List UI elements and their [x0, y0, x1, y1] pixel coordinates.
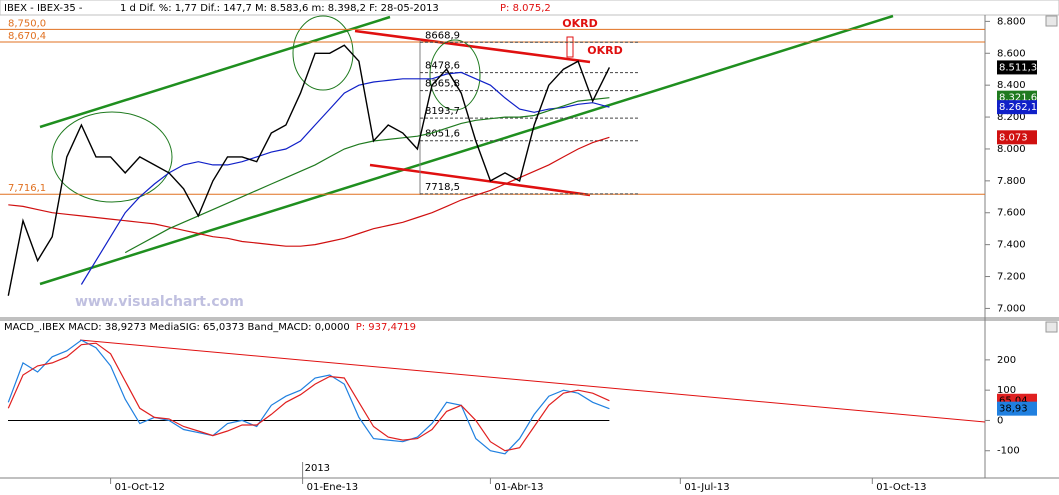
panel-title: MACD_.IBEX MACD: 38,9273 MediaSIG: 65,03…	[4, 322, 350, 333]
x-tick-label: 01-Jul-13	[684, 482, 729, 493]
value-label: 8.073	[999, 132, 1028, 143]
trendline	[79, 339, 986, 423]
series-line	[124, 97, 610, 254]
y-tick-label: 100	[997, 385, 1016, 396]
panel-title-extra: P: 937,4719	[356, 322, 416, 333]
y-tick-label: 7.600	[997, 208, 1026, 219]
annotation-label: OKRD	[562, 17, 597, 30]
trendline	[369, 163, 591, 197]
x-tick-label: 01-Oct-13	[876, 482, 926, 493]
highlight-box	[566, 36, 574, 58]
y-tick-label: 8.200	[997, 112, 1026, 123]
header-stats: 1 d Dif. %: 1,77 Dif.: 147,7 M: 8.583,6 …	[120, 3, 439, 14]
highlight-ellipse	[292, 15, 354, 91]
y-tick-label: -100	[997, 446, 1020, 457]
value-box	[997, 130, 1037, 145]
y-tick-label: 7.400	[997, 240, 1026, 251]
value-label: 38,93	[999, 404, 1028, 415]
series-line	[8, 136, 610, 247]
header-symbol: IBEX - IBEX-35 -	[4, 3, 83, 14]
trendline	[39, 14, 894, 286]
y-tick-label: 7.000	[997, 303, 1026, 314]
highlight-ellipse	[51, 111, 173, 203]
fib-label: 8193,7	[425, 106, 460, 117]
fib-label: 7718,5	[425, 182, 460, 193]
annotation-label: OKRD	[587, 44, 622, 57]
series-line	[7, 339, 610, 455]
y-tick-label: 7.800	[997, 176, 1026, 187]
value-box	[997, 60, 1037, 75]
level-label: 7,716,1	[8, 183, 46, 194]
value-label: 8.321,6	[999, 93, 1037, 104]
watermark: www.visualchart.com	[75, 294, 244, 310]
value-label: 8.262,1	[999, 102, 1037, 113]
scroll-buttons	[1045, 15, 1058, 333]
x-tick-label: 01-Ene-13	[307, 482, 358, 493]
y-tick-label: 7.200	[997, 272, 1026, 283]
fib-label: 8051,6	[425, 129, 460, 140]
value-box	[997, 100, 1037, 115]
fib-label: 8668,9	[425, 30, 460, 41]
series-line	[7, 342, 610, 452]
scroll-button[interactable]	[1045, 15, 1058, 27]
x-tick-label: 01-Oct-12	[115, 482, 165, 493]
header-bar	[0, 0, 1059, 16]
value-label: 65,04	[999, 396, 1028, 407]
year-label: 2013	[305, 463, 330, 474]
level-label: 8,750,0	[8, 18, 46, 29]
y-tick-label: 200	[997, 355, 1016, 366]
fib-label: 8478,6	[425, 61, 460, 72]
trendline	[39, 15, 391, 129]
y-tick-label: 8.400	[997, 80, 1026, 91]
y-tick-label: 0	[997, 415, 1003, 426]
value-box	[997, 401, 1037, 416]
highlight-ellipse	[429, 39, 481, 111]
annotations: OKRD OKRD www.visualchart.com	[39, 14, 986, 423]
value-label: 8.511,3	[999, 62, 1037, 73]
series-line	[7, 44, 611, 296]
fib-label: 8365,8	[425, 79, 460, 90]
x-tick-label: 01-Abr-13	[494, 482, 543, 493]
y-tick-label: 8.000	[997, 144, 1026, 155]
header-last: P: 8.075,2	[500, 3, 551, 14]
y-tick-label: 8.800	[997, 16, 1026, 27]
y-tick-label: 8.600	[997, 48, 1026, 59]
scroll-button[interactable]	[1045, 321, 1058, 333]
trendline	[354, 29, 591, 64]
level-label: 8,670,4	[8, 31, 46, 42]
